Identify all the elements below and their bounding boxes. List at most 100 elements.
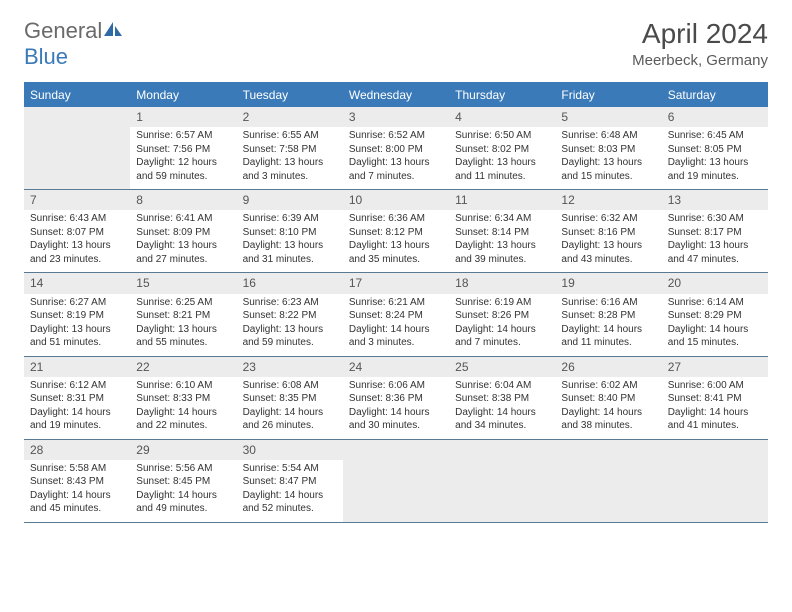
day-number: 25 — [449, 357, 555, 377]
daylight-line: and 23 minutes. — [30, 253, 124, 267]
daylight-line: Daylight: 13 hours — [668, 239, 762, 253]
daylight-line: Daylight: 12 hours — [136, 156, 230, 170]
day-cell: 20Sunrise: 6:14 AMSunset: 8:29 PMDayligh… — [662, 273, 768, 355]
sunset-line: Sunset: 8:24 PM — [349, 309, 443, 323]
day-cell: 26Sunrise: 6:02 AMSunset: 8:40 PMDayligh… — [555, 357, 661, 439]
day-number: 15 — [130, 273, 236, 293]
weekday-header-cell: Saturday — [662, 84, 768, 107]
sunset-line: Sunset: 8:03 PM — [561, 143, 655, 157]
sunset-line: Sunset: 8:07 PM — [30, 226, 124, 240]
sunrise-line: Sunrise: 6:32 AM — [561, 212, 655, 226]
day-cell: 23Sunrise: 6:08 AMSunset: 8:35 PMDayligh… — [237, 357, 343, 439]
day-cell: 21Sunrise: 6:12 AMSunset: 8:31 PMDayligh… — [24, 357, 130, 439]
daylight-line: Daylight: 14 hours — [455, 323, 549, 337]
sunrise-line: Sunrise: 6:57 AM — [136, 129, 230, 143]
daylight-line: and 35 minutes. — [349, 253, 443, 267]
sunset-line: Sunset: 8:19 PM — [30, 309, 124, 323]
logo: GeneralBlue — [24, 18, 124, 70]
day-number: 18 — [449, 273, 555, 293]
day-number — [24, 107, 130, 127]
day-number — [343, 440, 449, 460]
sunset-line: Sunset: 8:47 PM — [243, 475, 337, 489]
sunrise-line: Sunrise: 6:39 AM — [243, 212, 337, 226]
daylight-line: and 3 minutes. — [349, 336, 443, 350]
daylight-line: and 22 minutes. — [136, 419, 230, 433]
sunrise-line: Sunrise: 6:06 AM — [349, 379, 443, 393]
sunrise-line: Sunrise: 6:10 AM — [136, 379, 230, 393]
daylight-line: and 59 minutes. — [243, 336, 337, 350]
sunrise-line: Sunrise: 5:56 AM — [136, 462, 230, 476]
daylight-line: and 47 minutes. — [668, 253, 762, 267]
day-number: 1 — [130, 107, 236, 127]
day-number: 4 — [449, 107, 555, 127]
weekday-header-cell: Thursday — [449, 84, 555, 107]
daylight-line: and 38 minutes. — [561, 419, 655, 433]
day-cell: 27Sunrise: 6:00 AMSunset: 8:41 PMDayligh… — [662, 357, 768, 439]
sunrise-line: Sunrise: 6:21 AM — [349, 296, 443, 310]
day-number — [555, 440, 661, 460]
daylight-line: Daylight: 13 hours — [243, 239, 337, 253]
sunrise-line: Sunrise: 6:48 AM — [561, 129, 655, 143]
sunrise-line: Sunrise: 6:50 AM — [455, 129, 549, 143]
weekday-header-cell: Sunday — [24, 84, 130, 107]
day-number: 16 — [237, 273, 343, 293]
day-cell — [343, 440, 449, 522]
day-number — [662, 440, 768, 460]
sunrise-line: Sunrise: 6:36 AM — [349, 212, 443, 226]
day-number: 24 — [343, 357, 449, 377]
week-row: 14Sunrise: 6:27 AMSunset: 8:19 PMDayligh… — [24, 273, 768, 356]
sunset-line: Sunset: 8:26 PM — [455, 309, 549, 323]
day-cell: 9Sunrise: 6:39 AMSunset: 8:10 PMDaylight… — [237, 190, 343, 272]
weekday-header-row: SundayMondayTuesdayWednesdayThursdayFrid… — [24, 84, 768, 107]
title-block: April 2024 Meerbeck, Germany — [632, 18, 768, 69]
day-number: 20 — [662, 273, 768, 293]
daylight-line: and 11 minutes. — [455, 170, 549, 184]
daylight-line: Daylight: 13 hours — [136, 323, 230, 337]
sunrise-line: Sunrise: 6:45 AM — [668, 129, 762, 143]
daylight-line: Daylight: 13 hours — [668, 156, 762, 170]
daylight-line: Daylight: 14 hours — [349, 406, 443, 420]
sunrise-line: Sunrise: 6:19 AM — [455, 296, 549, 310]
daylight-line: and 30 minutes. — [349, 419, 443, 433]
sunset-line: Sunset: 8:16 PM — [561, 226, 655, 240]
daylight-line: Daylight: 14 hours — [136, 489, 230, 503]
sunset-line: Sunset: 8:36 PM — [349, 392, 443, 406]
header: GeneralBlue April 2024 Meerbeck, Germany — [0, 0, 792, 76]
day-number: 23 — [237, 357, 343, 377]
day-number: 10 — [343, 190, 449, 210]
sunset-line: Sunset: 8:10 PM — [243, 226, 337, 240]
calendar: SundayMondayTuesdayWednesdayThursdayFrid… — [24, 82, 768, 523]
daylight-line: Daylight: 14 hours — [243, 489, 337, 503]
day-number: 11 — [449, 190, 555, 210]
day-cell: 22Sunrise: 6:10 AMSunset: 8:33 PMDayligh… — [130, 357, 236, 439]
day-number: 27 — [662, 357, 768, 377]
sunset-line: Sunset: 8:00 PM — [349, 143, 443, 157]
day-number: 21 — [24, 357, 130, 377]
daylight-line: and 15 minutes. — [668, 336, 762, 350]
sunset-line: Sunset: 8:17 PM — [668, 226, 762, 240]
day-cell: 25Sunrise: 6:04 AMSunset: 8:38 PMDayligh… — [449, 357, 555, 439]
sunrise-line: Sunrise: 6:25 AM — [136, 296, 230, 310]
sunset-line: Sunset: 8:21 PM — [136, 309, 230, 323]
day-number — [449, 440, 555, 460]
daylight-line: and 45 minutes. — [30, 502, 124, 516]
day-number: 6 — [662, 107, 768, 127]
daylight-line: Daylight: 14 hours — [668, 406, 762, 420]
day-cell — [449, 440, 555, 522]
sunset-line: Sunset: 8:33 PM — [136, 392, 230, 406]
sunrise-line: Sunrise: 6:02 AM — [561, 379, 655, 393]
daylight-line: Daylight: 13 hours — [561, 239, 655, 253]
daylight-line: Daylight: 13 hours — [349, 156, 443, 170]
page-title: April 2024 — [632, 18, 768, 50]
sunset-line: Sunset: 7:56 PM — [136, 143, 230, 157]
daylight-line: and 19 minutes. — [668, 170, 762, 184]
sunrise-line: Sunrise: 6:34 AM — [455, 212, 549, 226]
daylight-line: Daylight: 13 hours — [30, 239, 124, 253]
daylight-line: Daylight: 14 hours — [136, 406, 230, 420]
sunset-line: Sunset: 8:14 PM — [455, 226, 549, 240]
sunrise-line: Sunrise: 6:23 AM — [243, 296, 337, 310]
weekday-header-cell: Wednesday — [343, 84, 449, 107]
day-cell: 30Sunrise: 5:54 AMSunset: 8:47 PMDayligh… — [237, 440, 343, 522]
daylight-line: Daylight: 14 hours — [30, 489, 124, 503]
daylight-line: Daylight: 14 hours — [561, 323, 655, 337]
